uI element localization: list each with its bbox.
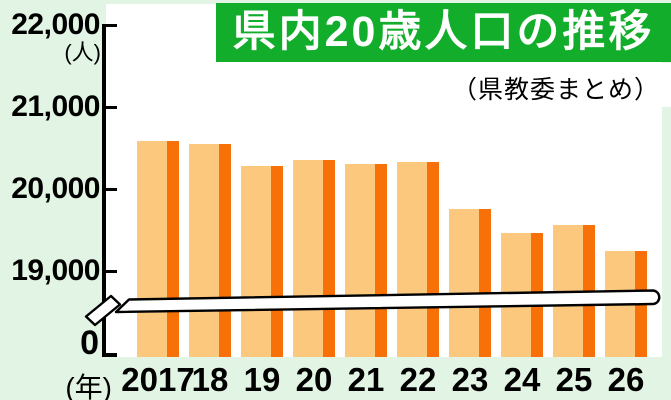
bar-21: [345, 164, 375, 357]
x-tick-label: 24: [503, 361, 541, 398]
bar-24: [501, 233, 531, 357]
x-tick-label: 22: [399, 361, 437, 398]
title-banner: 県内20歳人口の推移: [216, 3, 671, 62]
bar-26: [605, 250, 635, 357]
bar-shadow-stripe: [323, 160, 335, 357]
bar-shadow-stripe: [583, 225, 595, 357]
bar-shadow-stripe: [219, 143, 231, 357]
bar-shadow-stripe: [635, 250, 647, 357]
x-tick-label: 26: [607, 361, 645, 398]
source-caption: （県教委まとめ）: [451, 76, 660, 104]
y-axis-zero-label: 0: [80, 324, 99, 362]
y-tick-mark: [106, 23, 117, 27]
x-tick-label: 21: [347, 361, 385, 398]
bar-shadow-stripe: [531, 233, 543, 357]
x-tick-label: 25: [555, 361, 593, 398]
bar-18: [189, 143, 219, 357]
y-tick-label: 20,000: [11, 172, 100, 205]
y-tick-mark: [106, 105, 117, 109]
bar-23: [449, 208, 479, 357]
y-tick-mark: [106, 269, 117, 273]
caption-background: [662, 63, 671, 107]
y-axis-unit-label: (人): [64, 40, 101, 65]
bar-shadow-stripe: [479, 208, 491, 357]
bar-19: [241, 166, 271, 357]
y-tick-label: 22,000: [11, 8, 100, 41]
chart-title: 県内20歳人口の推移: [232, 8, 655, 56]
bar-25: [553, 225, 583, 357]
y-tick-mark: [106, 187, 117, 191]
y-tick-label: 19,000: [11, 254, 100, 287]
bar-shadow-stripe: [271, 166, 283, 357]
x-axis-foot: [102, 353, 117, 357]
bar-2017: [137, 140, 167, 357]
x-axis-unit-label: (年): [65, 372, 112, 400]
bar-shadow-stripe: [427, 161, 439, 357]
x-tick-label: 18: [191, 361, 229, 398]
bar-shadow-stripe: [167, 140, 179, 357]
x-tick-label: 2017: [121, 361, 195, 398]
bar-20: [293, 160, 323, 357]
x-tick-label: 23: [451, 361, 489, 398]
bar-shadow-stripe: [375, 164, 387, 357]
x-tick-label: 19: [243, 361, 281, 398]
y-axis-line: [102, 24, 106, 357]
y-tick-label: 21,000: [11, 90, 100, 123]
bar-22: [397, 161, 427, 357]
x-tick-label: 20: [295, 361, 333, 398]
